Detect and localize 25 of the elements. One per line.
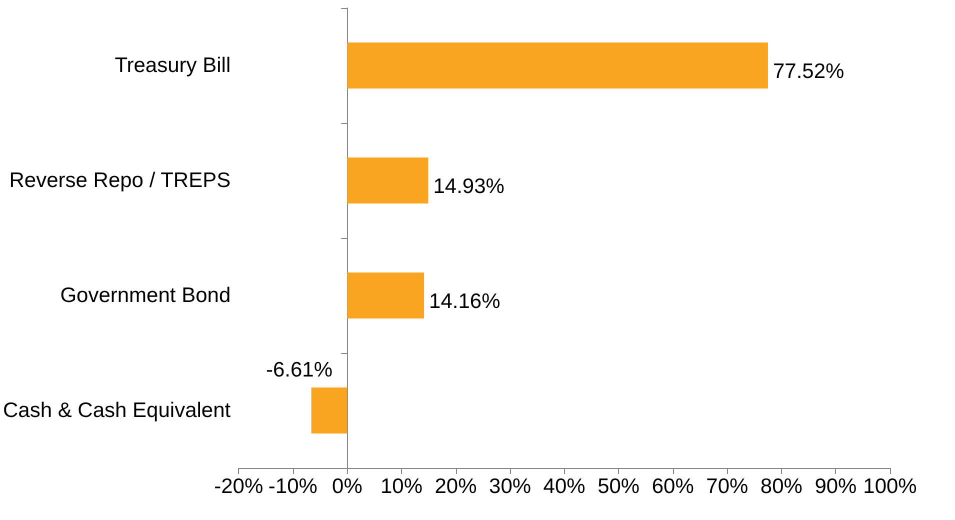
data-label: -6.61% [266, 358, 333, 382]
y-tick-label: Government Bond [60, 284, 231, 307]
x-tick-label: 100% [863, 475, 917, 498]
x-tick-label: -10% [268, 475, 318, 498]
x-tick-label: 90% [814, 475, 857, 498]
y-tick-label: Reverse Repo / TREPS [9, 169, 231, 192]
x-tick-label: 10% [380, 475, 422, 498]
x-tick-label: 0% [332, 475, 362, 498]
y-tick-label: Treasury Bill [114, 54, 231, 77]
x-tick-label: -20% [214, 475, 264, 498]
x-tick-label: 30% [489, 475, 532, 498]
bar [311, 388, 348, 434]
bar [347, 158, 428, 204]
x-tick-label: 20% [434, 475, 477, 498]
x-tick-label: 40% [543, 475, 586, 498]
x-tick-label: 80% [760, 475, 802, 498]
x-tick-label: 50% [598, 475, 640, 498]
y-tick-label: Cash & Cash Equivalent [2, 399, 231, 422]
bar [347, 42, 768, 88]
data-label: 14.93% [433, 175, 504, 198]
x-tick-label: 70% [706, 475, 748, 498]
data-label: 77.52% [772, 60, 844, 83]
x-tick-label: 60% [652, 475, 694, 498]
data-label: 14.16% [429, 290, 500, 313]
bar [347, 272, 424, 318]
